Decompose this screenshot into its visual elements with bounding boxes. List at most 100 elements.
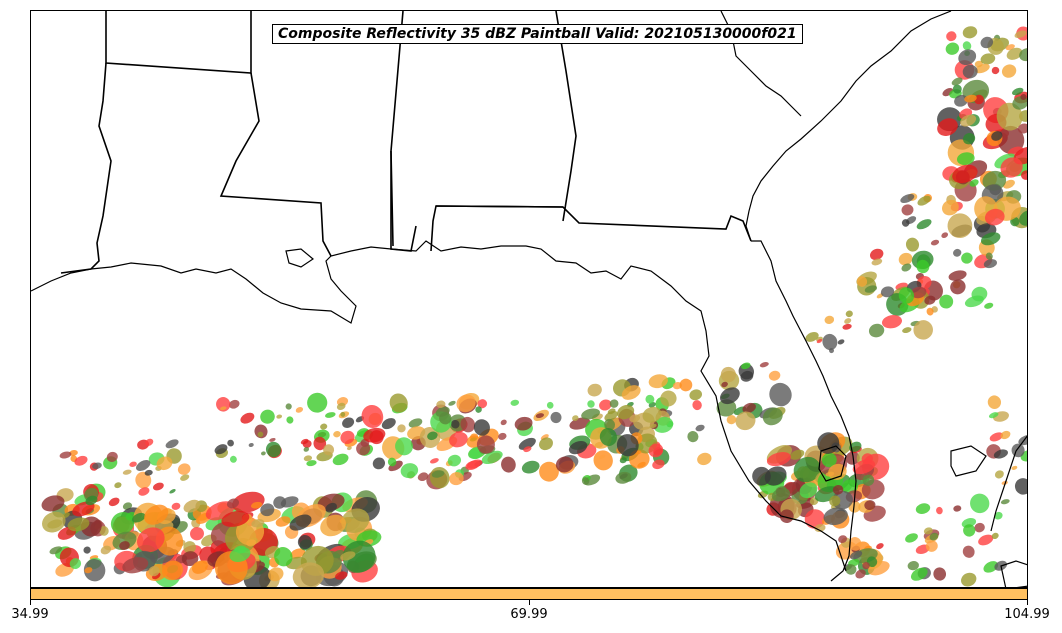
paintball-cell [221,510,250,527]
paintball-cell [475,406,482,413]
paintball-cell [771,488,790,502]
paintball-cell [257,431,264,438]
paintball-cell [996,102,1023,131]
paintball-cell [387,457,397,467]
paintball-cell [275,516,291,527]
paintball-cell [587,400,595,408]
paintball-cell [269,437,276,442]
paintball-cell [837,339,845,345]
paintball-cell [435,406,450,417]
paintball-cell [112,531,137,550]
paintball-cell [1019,48,1027,62]
paintball-cell [952,164,978,184]
paintball-cell [985,252,993,260]
paintball-cell [769,382,792,407]
paintball-cell [469,447,482,460]
paintball-cell [939,294,954,309]
paintball-cell [962,26,978,39]
paintball-cell [1020,94,1027,100]
paintball-cell [292,562,325,587]
paintball-cell [303,455,313,462]
paintball-cell [447,454,462,467]
paintball-cell [521,460,540,474]
paintball-cell [581,408,600,420]
paintball-cell [649,423,657,429]
paintball-cell [870,248,884,261]
paintball-cell [978,534,994,546]
paintball-cell [430,458,439,464]
paintball-cell [961,572,977,587]
paintball-cell [862,474,875,486]
paintball-cell [408,418,423,428]
paintball-cell [960,114,977,127]
paintball-cell [915,503,931,514]
paintball-cell [177,463,191,475]
paintball-cell [417,472,429,482]
paintball-cell [689,389,703,401]
paintball-cell [695,424,705,432]
paintball-cell [726,415,737,425]
paintball-cell [945,42,960,55]
paintball-cell [599,427,617,447]
paintball-cell [991,532,999,540]
paintball-cell [822,333,838,351]
paintball-cell [539,437,553,451]
paintball-cell [295,407,304,413]
paintball-cell [913,320,933,340]
paintball-cell [1021,170,1027,180]
paintball-cell [132,512,146,523]
paintball-cell [742,402,756,414]
paintball-cell [280,496,299,508]
paintball-cell [844,318,852,324]
paintball-cell [926,307,934,316]
paintball-cell [341,508,370,534]
paintball-cell [136,459,151,472]
paintball-cell [941,199,959,216]
paintball-cell [138,487,150,496]
paintball-cell [951,77,963,86]
paintball-cell [975,63,990,74]
paintball-cell [228,399,240,409]
paintball-cell [962,41,972,51]
paintball-cell [1012,87,1024,96]
paintball-cell [1014,30,1027,39]
paintball-cell [325,412,336,418]
paintball-cell [169,489,176,494]
paintball-cell [974,522,985,533]
paintball-cell [460,416,476,433]
coastlines [31,11,1027,587]
paintball-cell [900,193,915,204]
paintball-cell [962,545,975,558]
paintball-cell [599,454,606,459]
paintball-cell [929,532,939,541]
colorbar-tick [30,600,31,605]
paintball-cell [841,479,858,494]
paintball-cell [181,551,199,567]
paintball-cell [395,437,413,456]
paintball-cell [768,370,781,381]
paintball-cell [106,451,118,462]
paintball-cell [83,559,106,582]
paintball-cell [980,53,996,65]
paintball-cell [156,456,173,471]
paintball-cell [72,501,95,517]
map-panel: Composite Reflectivity 35 dBZ Paintball … [30,10,1028,588]
paintball-cell [340,411,346,417]
paintball-cell [289,514,312,531]
paintball-cell [994,470,1004,479]
paintball-cell [947,213,973,239]
paintball-cell [916,219,932,230]
paintball-cell [250,501,263,509]
paintball-cell [828,463,847,480]
paintball-cell [850,550,863,560]
paintball-cell [546,401,554,409]
paintball-cell [190,527,204,541]
paintball-cell [814,524,826,532]
paintball-cell [535,413,545,419]
paintball-cell [568,440,588,455]
paintball-cell [817,432,840,454]
paintball-cell [720,366,737,383]
colorbar-tick-label-min: 34.99 [11,607,49,622]
paintball-cell [950,279,966,295]
paintball-layer [41,26,1027,587]
